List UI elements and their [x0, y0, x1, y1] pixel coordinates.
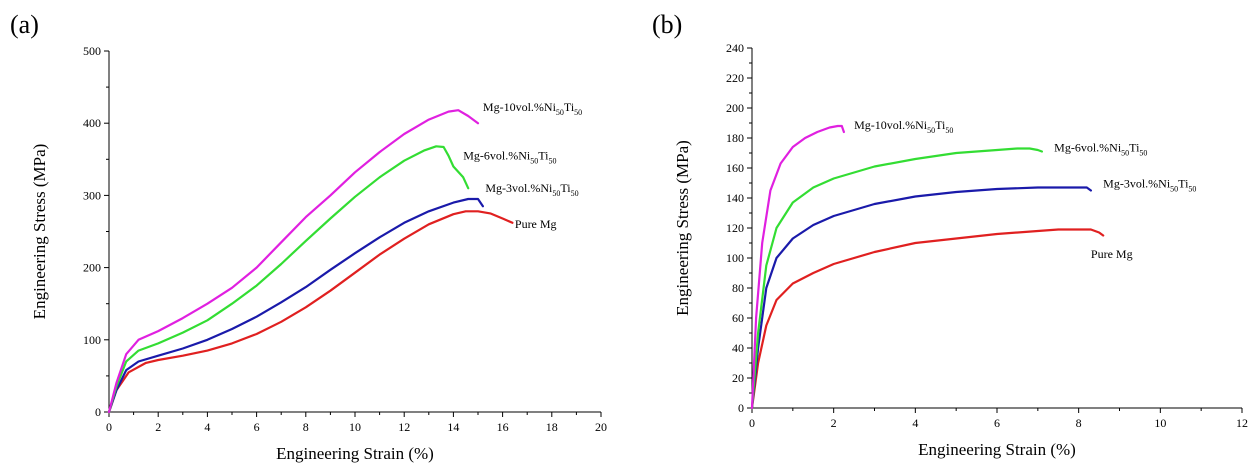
y-tick-label: 100	[83, 333, 101, 347]
x-tick-label: 4	[204, 420, 210, 434]
y-tick-label: 300	[83, 188, 101, 202]
x-tick-label: 10	[1154, 416, 1166, 430]
y-axis-title: Engineering Stress (MPa)	[673, 140, 692, 316]
series-line-1	[107, 197, 484, 414]
series-line-2	[750, 147, 1043, 410]
y-axis-title: Engineering Stress (MPa)	[30, 144, 49, 320]
y-tick-label: 140	[726, 191, 744, 205]
series-line-3	[107, 109, 480, 414]
series-label-0: Pure Mg	[515, 217, 557, 231]
panel-label: (b)	[652, 10, 682, 39]
series-label-3: Mg-10vol.%Ni50Ti50	[854, 118, 953, 135]
series-label-1: Mg-3vol.%Ni50Ti50	[485, 181, 578, 198]
y-tick-label: 200	[83, 261, 101, 275]
x-tick-label: 6	[994, 416, 1000, 430]
x-tick-label: 8	[303, 420, 309, 434]
y-tick-label: 20	[732, 371, 744, 385]
y-tick-label: 500	[83, 44, 101, 58]
y-tick-label: 100	[726, 251, 744, 265]
y-tick-label: 0	[738, 401, 744, 415]
x-tick-label: 14	[447, 420, 459, 434]
x-tick-label: 18	[546, 420, 558, 434]
y-tick-label: 200	[726, 101, 744, 115]
series-line-0	[750, 228, 1105, 410]
chart-panel-b: (b)0 2 4 6 8 10 120204060801001201401601802002…	[652, 10, 1248, 459]
y-tick-label: 40	[732, 341, 744, 355]
series-line-0	[107, 210, 514, 414]
x-tick-label: 10	[349, 420, 361, 434]
x-axis-title: Engineering Strain (%)	[918, 440, 1076, 459]
y-tick-label: 0	[95, 405, 101, 419]
series-label-2: Mg-6vol.%Ni50Ti50	[463, 148, 556, 165]
x-tick-label: 4	[912, 416, 918, 430]
x-tick-label: 12	[398, 420, 410, 434]
x-tick-label: 0	[106, 420, 112, 434]
x-tick-label: 0	[749, 416, 755, 430]
series-label-3: Mg-10vol.%Ni50Ti50	[483, 100, 582, 117]
x-tick-label: 20	[595, 420, 607, 434]
y-tick-label: 60	[732, 311, 744, 325]
chart-panel-a: (a)0 2 4 6 8 10 12 14 16 18 200100200300400500Engi…	[10, 10, 607, 463]
x-tick-label: 6	[254, 420, 260, 434]
series-line-2	[107, 145, 470, 414]
y-tick-label: 160	[726, 161, 744, 175]
y-tick-label: 400	[83, 116, 101, 130]
series-label-0: Pure Mg	[1091, 247, 1133, 261]
x-axis-title: Engineering Strain (%)	[276, 444, 434, 463]
y-tick-label: 240	[726, 41, 744, 55]
x-tick-label: 12	[1236, 416, 1248, 430]
x-tick-label: 8	[1076, 416, 1082, 430]
y-tick-label: 220	[726, 71, 744, 85]
series-line-3	[750, 124, 845, 410]
series-line-1	[750, 186, 1092, 410]
y-tick-label: 120	[726, 221, 744, 235]
panel-label: (a)	[10, 10, 39, 39]
x-tick-label: 2	[831, 416, 837, 430]
x-tick-label: 16	[497, 420, 509, 434]
y-tick-label: 80	[732, 281, 744, 295]
x-tick-label: 2	[155, 420, 161, 434]
series-label-1: Mg-3vol.%Ni50Ti50	[1103, 177, 1196, 194]
series-label-2: Mg-6vol.%Ni50Ti50	[1054, 141, 1147, 158]
y-tick-label: 180	[726, 131, 744, 145]
